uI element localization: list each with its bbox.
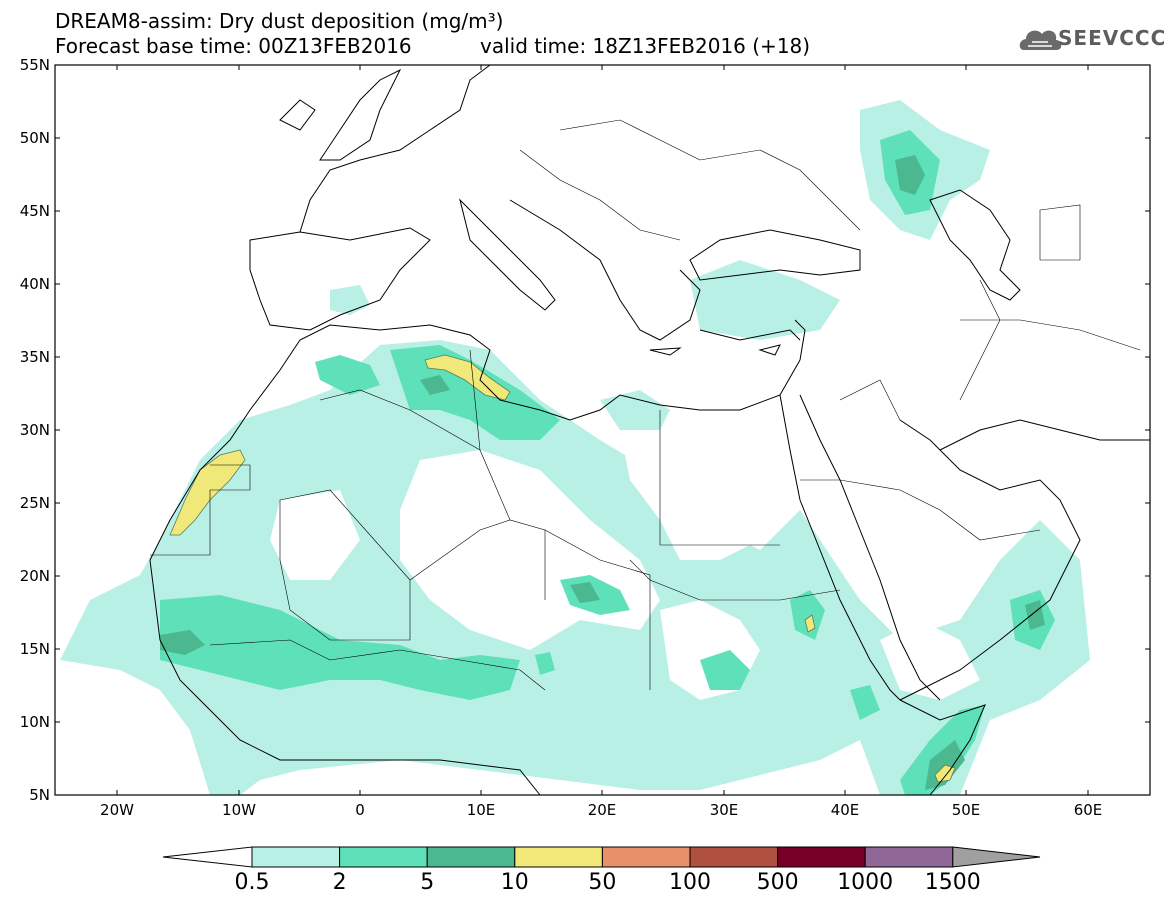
- lat-label: 50N: [19, 129, 50, 147]
- lat-label: 15N: [19, 640, 50, 658]
- colorbar-bin-8: [864, 846, 954, 868]
- lon-label: 0: [355, 801, 365, 819]
- colorbar-bin-5: [601, 846, 691, 868]
- lat-label: 35N: [19, 348, 50, 366]
- colorbar-label: 10: [500, 870, 529, 895]
- colorbar-bin-4: [514, 846, 603, 868]
- colorbar-bin-7: [777, 846, 866, 868]
- lon-label: 40E: [830, 801, 860, 819]
- colorbar-label: 0.5: [234, 870, 270, 895]
- valid-time: valid time: 18Z13FEB2016 (+18): [480, 34, 811, 58]
- colorbar-label: 1000: [837, 870, 894, 895]
- colorbar-label: 1500: [924, 870, 981, 895]
- colorbar-label: 5: [420, 870, 435, 895]
- lat-label: 20N: [19, 567, 50, 585]
- map-title: DREAM8-assim: Dry dust deposition (mg/m³…: [55, 9, 504, 33]
- colorbar-bin-2: [339, 846, 428, 868]
- lon-label: 10E: [466, 801, 496, 819]
- colorbar-high-arrow: [952, 846, 1041, 868]
- lat-label: 30N: [19, 421, 50, 439]
- colorbar-low-arrow: [162, 846, 253, 868]
- cloud-icon: [1019, 30, 1062, 50]
- colorbar-bin-6: [689, 846, 779, 868]
- axis-ticks: [55, 64, 1150, 796]
- lat-label: 40N: [19, 275, 50, 293]
- lat-label: 55N: [19, 56, 50, 74]
- lon-label: 20E: [587, 801, 617, 819]
- lat-label: 5N: [29, 786, 50, 804]
- coastlines: [149, 64, 1150, 796]
- lat-label: 45N: [19, 202, 50, 220]
- colorbar-bin-3: [426, 846, 516, 868]
- lon-label: 60E: [1073, 801, 1103, 819]
- lon-label: 30E: [709, 801, 739, 819]
- colorbar-label: 500: [756, 870, 799, 895]
- colorbar-label: 100: [669, 870, 711, 895]
- colorbar-bin-1: [251, 846, 341, 868]
- colorbar-label: 2: [332, 870, 347, 895]
- colorbar: [162, 846, 1041, 868]
- forecast-base-time: Forecast base time: 00Z13FEB2016: [55, 34, 412, 58]
- lon-label: 20W: [100, 801, 134, 819]
- lat-label: 25N: [19, 494, 50, 512]
- country-borders: [150, 119, 1141, 691]
- logo-text: SEEVCCC: [1058, 26, 1165, 50]
- lon-label: 50E: [951, 801, 981, 819]
- lat-label: 10N: [19, 713, 50, 731]
- lon-label: 10W: [222, 801, 256, 819]
- colorbar-label: 50: [588, 870, 617, 895]
